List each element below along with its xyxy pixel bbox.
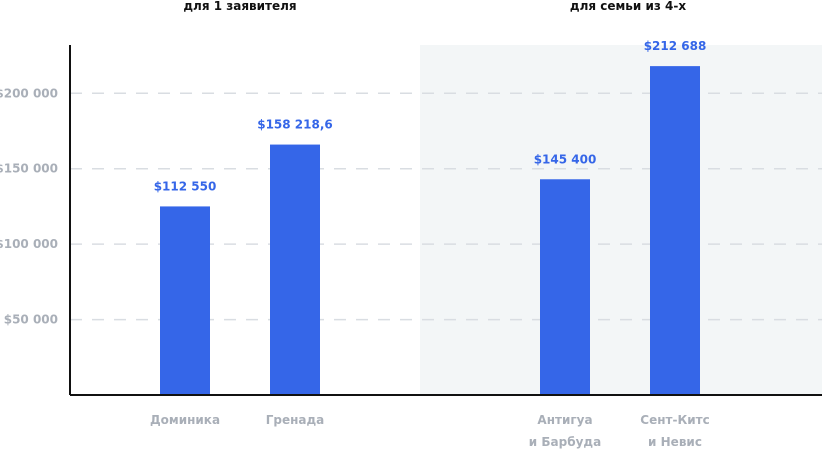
data-label: $212 688 [644,39,707,53]
y-axis-ticks: $50 000 $100 000 $150 000 $200 000 [0,86,58,326]
y-tick-label: $100 000 [0,237,58,251]
data-label: $145 400 [534,152,597,166]
panel-title-single-applicant: для 1 заявителя [183,0,296,13]
x-tick-label: и Невис [648,435,702,449]
x-tick-label: и Барбуда [529,435,601,449]
data-label: $158 218,6 [257,118,333,132]
bar [540,179,590,395]
y-tick-label: $50 000 [4,313,58,327]
data-label: $112 550 [154,179,217,193]
data-labels: $112 550 $158 218,6 $145 400 $212 688 [154,39,707,193]
x-tick-label: Антигуа [537,413,592,427]
x-tick-label: Доминика [150,413,220,427]
bar [160,206,210,395]
x-tick-label: Гренада [266,413,325,427]
bars [160,66,700,395]
bar [270,144,320,395]
panel-highlight-background [420,45,822,395]
bar [650,66,700,395]
panel-title-family-of-four: для семьи из 4-х [570,0,686,13]
y-tick-label: $200 000 [0,86,58,100]
y-tick-label: $150 000 [0,162,58,176]
x-tick-label: Сент-Китс [640,413,709,427]
x-axis-labels: Доминика Гренада Антигуа и Барбуда Сент-Китс… [150,413,710,449]
